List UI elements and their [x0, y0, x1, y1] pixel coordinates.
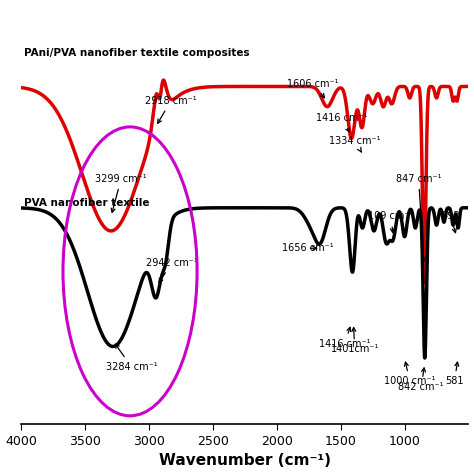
- Text: 1000 cm⁻¹: 1000 cm⁻¹: [384, 362, 436, 386]
- Text: 2942 cm⁻¹: 2942 cm⁻¹: [146, 258, 198, 283]
- Text: 1416 cm⁻¹: 1416 cm⁻¹: [319, 328, 370, 348]
- Text: 109 cm⁻¹: 109 cm⁻¹: [368, 211, 414, 233]
- Text: PVA nanofiber textile: PVA nanofiber textile: [24, 198, 150, 208]
- Text: 2918 cm⁻¹: 2918 cm⁻¹: [145, 96, 197, 123]
- Text: 847 cm⁻¹: 847 cm⁻¹: [396, 174, 441, 261]
- Text: 1416 cm⁻¹: 1416 cm⁻¹: [316, 113, 368, 132]
- Text: 3299 cm⁻¹: 3299 cm⁻¹: [95, 174, 147, 212]
- Text: PAni/PVA nanofiber textile composites: PAni/PVA nanofiber textile composites: [24, 47, 250, 57]
- Text: 1656 cm⁻¹: 1656 cm⁻¹: [282, 243, 333, 253]
- X-axis label: Wavenumber (cm⁻¹): Wavenumber (cm⁻¹): [159, 454, 331, 468]
- Text: 1401cm⁻¹: 1401cm⁻¹: [330, 328, 379, 355]
- Text: 3284 cm⁻¹: 3284 cm⁻¹: [106, 344, 157, 372]
- Text: 581: 581: [445, 362, 464, 386]
- Text: 592: 592: [441, 211, 460, 233]
- Text: 1334 cm⁻¹: 1334 cm⁻¹: [329, 137, 381, 152]
- Text: 1606 cm⁻¹: 1606 cm⁻¹: [287, 79, 338, 98]
- Text: 842 cm⁻¹: 842 cm⁻¹: [399, 368, 444, 392]
